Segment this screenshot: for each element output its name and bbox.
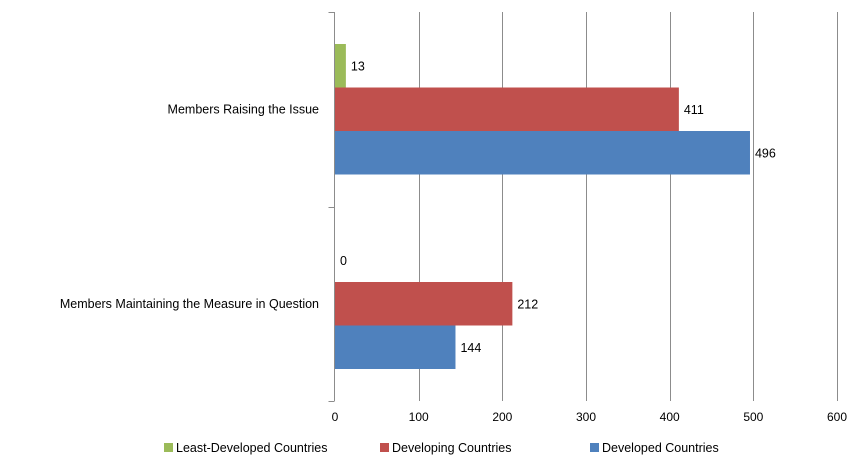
- legend-item-developing-countries: Developing Countries: [380, 441, 512, 455]
- data-label-developed-countries-members-maintaining-the-measure-in-question: 144: [460, 341, 481, 355]
- x-tick-label-100: 100: [409, 410, 429, 424]
- legend-label-developing-countries: Developing Countries: [392, 441, 512, 455]
- x-tick-labels: 0 100 200 300 400 500 600: [332, 410, 848, 424]
- data-label-least-developed-countries-members-maintaining-the-measure-in-question: 0: [340, 254, 347, 268]
- x-tick-label-300: 300: [576, 410, 596, 424]
- x-tick-label-600: 600: [827, 410, 847, 424]
- legend-item-least-developed-countries: Least-Developed Countries: [164, 441, 327, 455]
- x-tick-label-200: 200: [492, 410, 512, 424]
- bar-developing-countries-members-raising-the-issue: [335, 87, 679, 131]
- legend-swatch-developing-countries: [380, 443, 389, 452]
- x-tick-label-0: 0: [332, 410, 339, 424]
- legend-swatch-developed-countries: [590, 443, 599, 452]
- data-label-least-developed-countries-members-raising-the-issue: 13: [351, 59, 365, 73]
- bars: [335, 44, 750, 369]
- legend-swatch-least-developed-countries: [164, 443, 173, 452]
- axes: [328, 12, 335, 402]
- legend: Least-Developed Countries Developing Coun…: [164, 441, 719, 455]
- category-label-members-raising-the-issue: Members Raising the Issue: [168, 102, 320, 116]
- category-label-members-maintaining-the-measure-in-question: Members Maintaining the Measure in Quest…: [60, 297, 319, 311]
- data-label-developing-countries-members-maintaining-the-measure-in-question: 212: [517, 297, 538, 311]
- grid-lines: [419, 12, 838, 401]
- data-label-developing-countries-members-raising-the-issue: 411: [684, 103, 704, 117]
- x-tick-label-400: 400: [660, 410, 680, 424]
- x-tick-label-500: 500: [743, 410, 763, 424]
- bar-least-developed-countries-members-raising-the-issue: [335, 44, 346, 88]
- data-label-developed-countries-members-raising-the-issue: 496: [755, 146, 776, 160]
- category-labels: Members Raising the Issue Members Maintai…: [60, 102, 319, 311]
- bar-developed-countries-members-maintaining-the-measure-in-question: [335, 325, 456, 369]
- bar-developed-countries-members-raising-the-issue: [335, 131, 750, 175]
- legend-item-developed-countries: Developed Countries: [590, 441, 719, 455]
- bar-developing-countries-members-maintaining-the-measure-in-question: [335, 282, 513, 326]
- data-labels: 13 411 496 0 212 144: [340, 59, 776, 355]
- legend-label-least-developed-countries: Least-Developed Countries: [176, 441, 327, 455]
- legend-label-developed-countries: Developed Countries: [602, 441, 719, 455]
